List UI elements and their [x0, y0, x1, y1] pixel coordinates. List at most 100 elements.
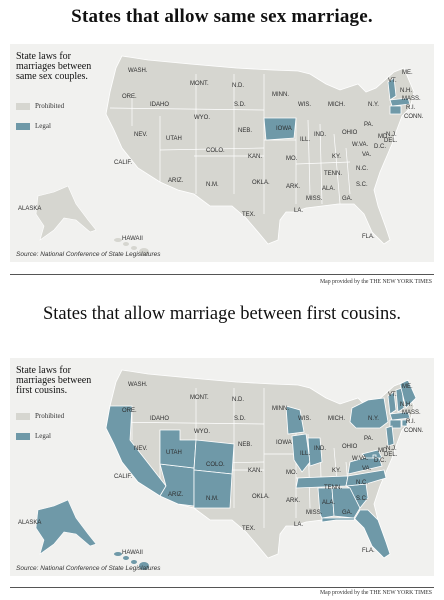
legal-state-conn: [389, 419, 402, 429]
state-label: WIS.: [298, 102, 311, 108]
state-label: VA.: [362, 466, 372, 472]
state-label: N.H.: [400, 402, 412, 408]
state-label: D.C.: [374, 144, 386, 150]
state-label: NEV.: [134, 446, 148, 452]
state-label: ARK.: [286, 498, 300, 504]
map-credit: Map provided by the THE NEW YORK TIMES: [319, 590, 432, 596]
state-label: HAWAII: [122, 236, 143, 242]
state-label: N.Y.: [368, 102, 379, 108]
hawaii-island: [139, 248, 149, 256]
state-label: TENN.: [324, 171, 342, 177]
state-label: WIS.: [298, 416, 311, 422]
state-label: MINN.: [272, 92, 289, 98]
state-label: N.C.: [356, 480, 368, 486]
state-label: ALASKA: [18, 206, 41, 212]
state-label: ALA.: [322, 186, 335, 192]
legend-prohibited: Prohibited: [16, 412, 64, 420]
state-label: PA.: [364, 122, 374, 128]
state-border: [159, 147, 265, 151]
state-label: NEB.: [238, 442, 252, 448]
state-label: N.D.: [232, 83, 244, 89]
state-label: D.C.: [374, 458, 386, 464]
legend-legal: Legal: [16, 122, 51, 130]
source-note: Source: National Conference of State Leg…: [16, 565, 161, 572]
legend-legal-swatch: [16, 122, 30, 130]
us-map-first-cousins: WASH. ORE. IDAHO MONT. WYO. N.D. S.D. NEB. KAN. O…: [18, 369, 424, 570]
hawaii-island: [123, 242, 129, 246]
state-label: MICH.: [328, 416, 345, 422]
state-label: MISS.: [306, 196, 323, 202]
legend-prohibited-swatch: [16, 102, 30, 110]
legend-legal: Legal: [16, 432, 51, 440]
state-label: WYO.: [194, 429, 210, 435]
state-label: VT.: [388, 392, 397, 398]
state-label: IND.: [314, 132, 326, 138]
us-map-same-sex: WASH. ORE. IDAHO MONT. WYO. N.D. S.D. NEB. KAN. O…: [18, 55, 424, 256]
map-credit: Map provided by the THE NEW YORK TIMES: [319, 279, 432, 285]
hawaii-island: [131, 560, 137, 564]
state-label: ILL.: [300, 137, 310, 143]
state-label: KAN.: [248, 468, 262, 474]
state-label: ARIZ.: [168, 178, 184, 184]
state-label: MD.: [378, 134, 389, 140]
state-label: ALASKA: [18, 520, 41, 526]
legal-state-fla: [321, 509, 391, 559]
hawaii-island: [131, 246, 137, 250]
state-label: S.D.: [234, 102, 246, 108]
state-label: OHIO: [342, 130, 358, 136]
headline-first-cousins: States that allow marriage between first…: [42, 304, 402, 324]
state-label: TEX.: [242, 212, 256, 218]
state-label: N.M.: [206, 496, 219, 502]
legal-state-ala: [317, 487, 335, 519]
legend-prohibited-swatch: [16, 412, 30, 420]
state-label: WYO.: [194, 115, 210, 121]
legal-state-nc: [345, 469, 387, 487]
legal-state-colo: [193, 439, 235, 475]
legal-state-ny: [349, 397, 389, 429]
state-label: N.C.: [356, 166, 368, 172]
state-label: S.C.: [356, 496, 368, 502]
divider-rule: [10, 587, 434, 588]
state-label: OKLA.: [252, 180, 270, 186]
hawaii-island: [123, 556, 129, 560]
state-label: GA.: [342, 196, 353, 202]
state-label: MD.: [378, 448, 389, 454]
state-border: [109, 107, 265, 111]
state-border: [307, 119, 311, 195]
state-label: HAWAII: [122, 550, 143, 556]
state-label: VT.: [388, 78, 397, 84]
state-border: [295, 161, 351, 165]
state-label: MASS.: [402, 410, 421, 416]
legal-state-dc: [372, 454, 377, 459]
state-label: ORE.: [122, 94, 137, 100]
state-label: N.J.: [386, 446, 397, 452]
state-label: IOWA: [276, 440, 292, 446]
state-label: MINN.: [272, 406, 289, 412]
state-label: W.VA.: [352, 142, 369, 148]
state-border: [345, 147, 351, 195]
state-label: NEB.: [238, 128, 252, 134]
hawaii-island: [139, 562, 149, 570]
legal-state-ga: [331, 487, 361, 519]
state-border: [319, 123, 323, 205]
state-label: CONN.: [404, 114, 424, 120]
map-panel-same-sex: WASH. ORE. IDAHO MONT. WYO. N.D. S.D. NEB. KAN. O…: [10, 44, 434, 262]
state-label: TENN.: [324, 485, 342, 491]
legend-legal-swatch: [16, 432, 30, 440]
state-label: CONN.: [404, 428, 424, 434]
alaska-landmass: [35, 499, 97, 555]
state-label: MASS.: [402, 96, 421, 102]
state-label: ARIZ.: [168, 492, 184, 498]
state-label: IOWA: [276, 126, 292, 132]
legal-state-nh: [395, 387, 405, 413]
state-label: N.Y.: [368, 416, 379, 422]
state-label: ME.: [402, 384, 413, 390]
state-label: UTAH: [166, 450, 182, 456]
state-label: N.J.: [386, 132, 397, 138]
state-label: DEL.: [384, 138, 398, 144]
state-label: LA.: [294, 522, 303, 528]
state-label: OHIO: [342, 444, 358, 450]
state-label: S.C.: [356, 182, 368, 188]
state-label: GA.: [342, 510, 353, 516]
state-label: N.D.: [232, 397, 244, 403]
